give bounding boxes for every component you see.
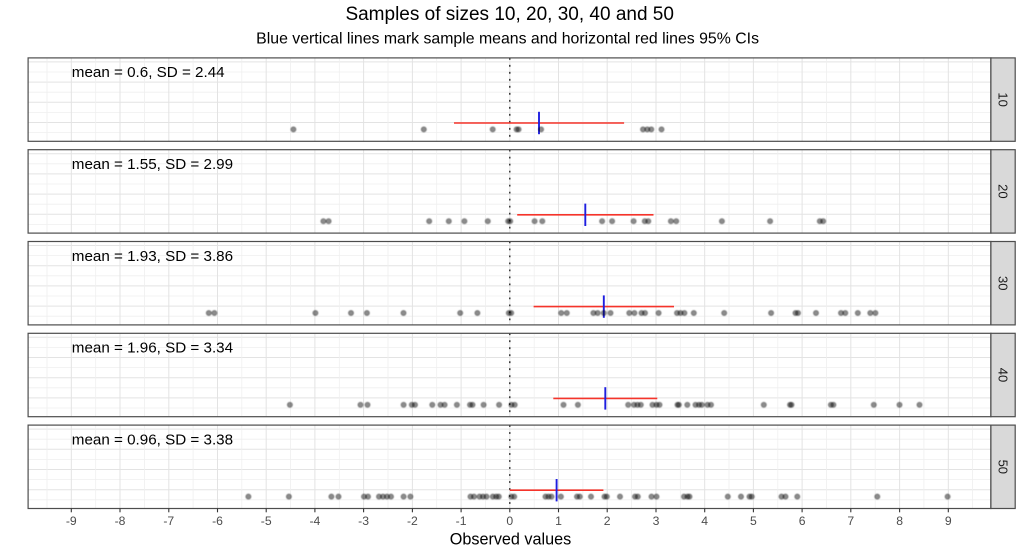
- svg-text:mean = 0.96, SD = 3.38: mean = 0.96, SD = 3.38: [72, 431, 233, 448]
- svg-text:Samples of sizes 10, 20, 30, 4: Samples of sizes 10, 20, 30, 40 and 50: [345, 4, 674, 25]
- svg-text:20: 20: [996, 184, 1011, 198]
- svg-text:-5: -5: [261, 514, 272, 528]
- svg-text:2: 2: [604, 514, 611, 528]
- svg-text:6: 6: [799, 514, 806, 528]
- svg-text:mean = 1.55, SD = 2.99: mean = 1.55, SD = 2.99: [72, 156, 233, 173]
- svg-text:10: 10: [996, 92, 1011, 106]
- svg-text:Blue vertical lines mark sampl: Blue vertical lines mark sample means an…: [256, 31, 759, 48]
- svg-text:-1: -1: [456, 514, 467, 528]
- svg-text:1: 1: [555, 514, 562, 528]
- svg-text:Observed values: Observed values: [450, 531, 571, 549]
- svg-text:9: 9: [945, 514, 952, 528]
- svg-text:-3: -3: [358, 514, 369, 528]
- svg-text:mean = 1.93, SD = 3.86: mean = 1.93, SD = 3.86: [72, 248, 233, 265]
- svg-text:40: 40: [996, 368, 1011, 382]
- svg-text:-9: -9: [66, 514, 77, 528]
- svg-text:50: 50: [996, 460, 1011, 474]
- svg-text:8: 8: [896, 514, 903, 528]
- svg-text:30: 30: [996, 276, 1011, 290]
- svg-text:5: 5: [750, 514, 757, 528]
- svg-text:mean = 0.6, SD = 2.44: mean = 0.6, SD = 2.44: [72, 64, 225, 81]
- svg-text:-2: -2: [407, 514, 418, 528]
- svg-text:-8: -8: [115, 514, 126, 528]
- svg-text:3: 3: [653, 514, 660, 528]
- svg-text:7: 7: [847, 514, 854, 528]
- svg-text:-7: -7: [163, 514, 174, 528]
- svg-text:-4: -4: [309, 514, 320, 528]
- svg-text:mean = 1.96, SD = 3.34: mean = 1.96, SD = 3.34: [72, 340, 233, 357]
- svg-text:0: 0: [506, 514, 513, 528]
- svg-text:-6: -6: [212, 514, 223, 528]
- svg-text:4: 4: [701, 514, 708, 528]
